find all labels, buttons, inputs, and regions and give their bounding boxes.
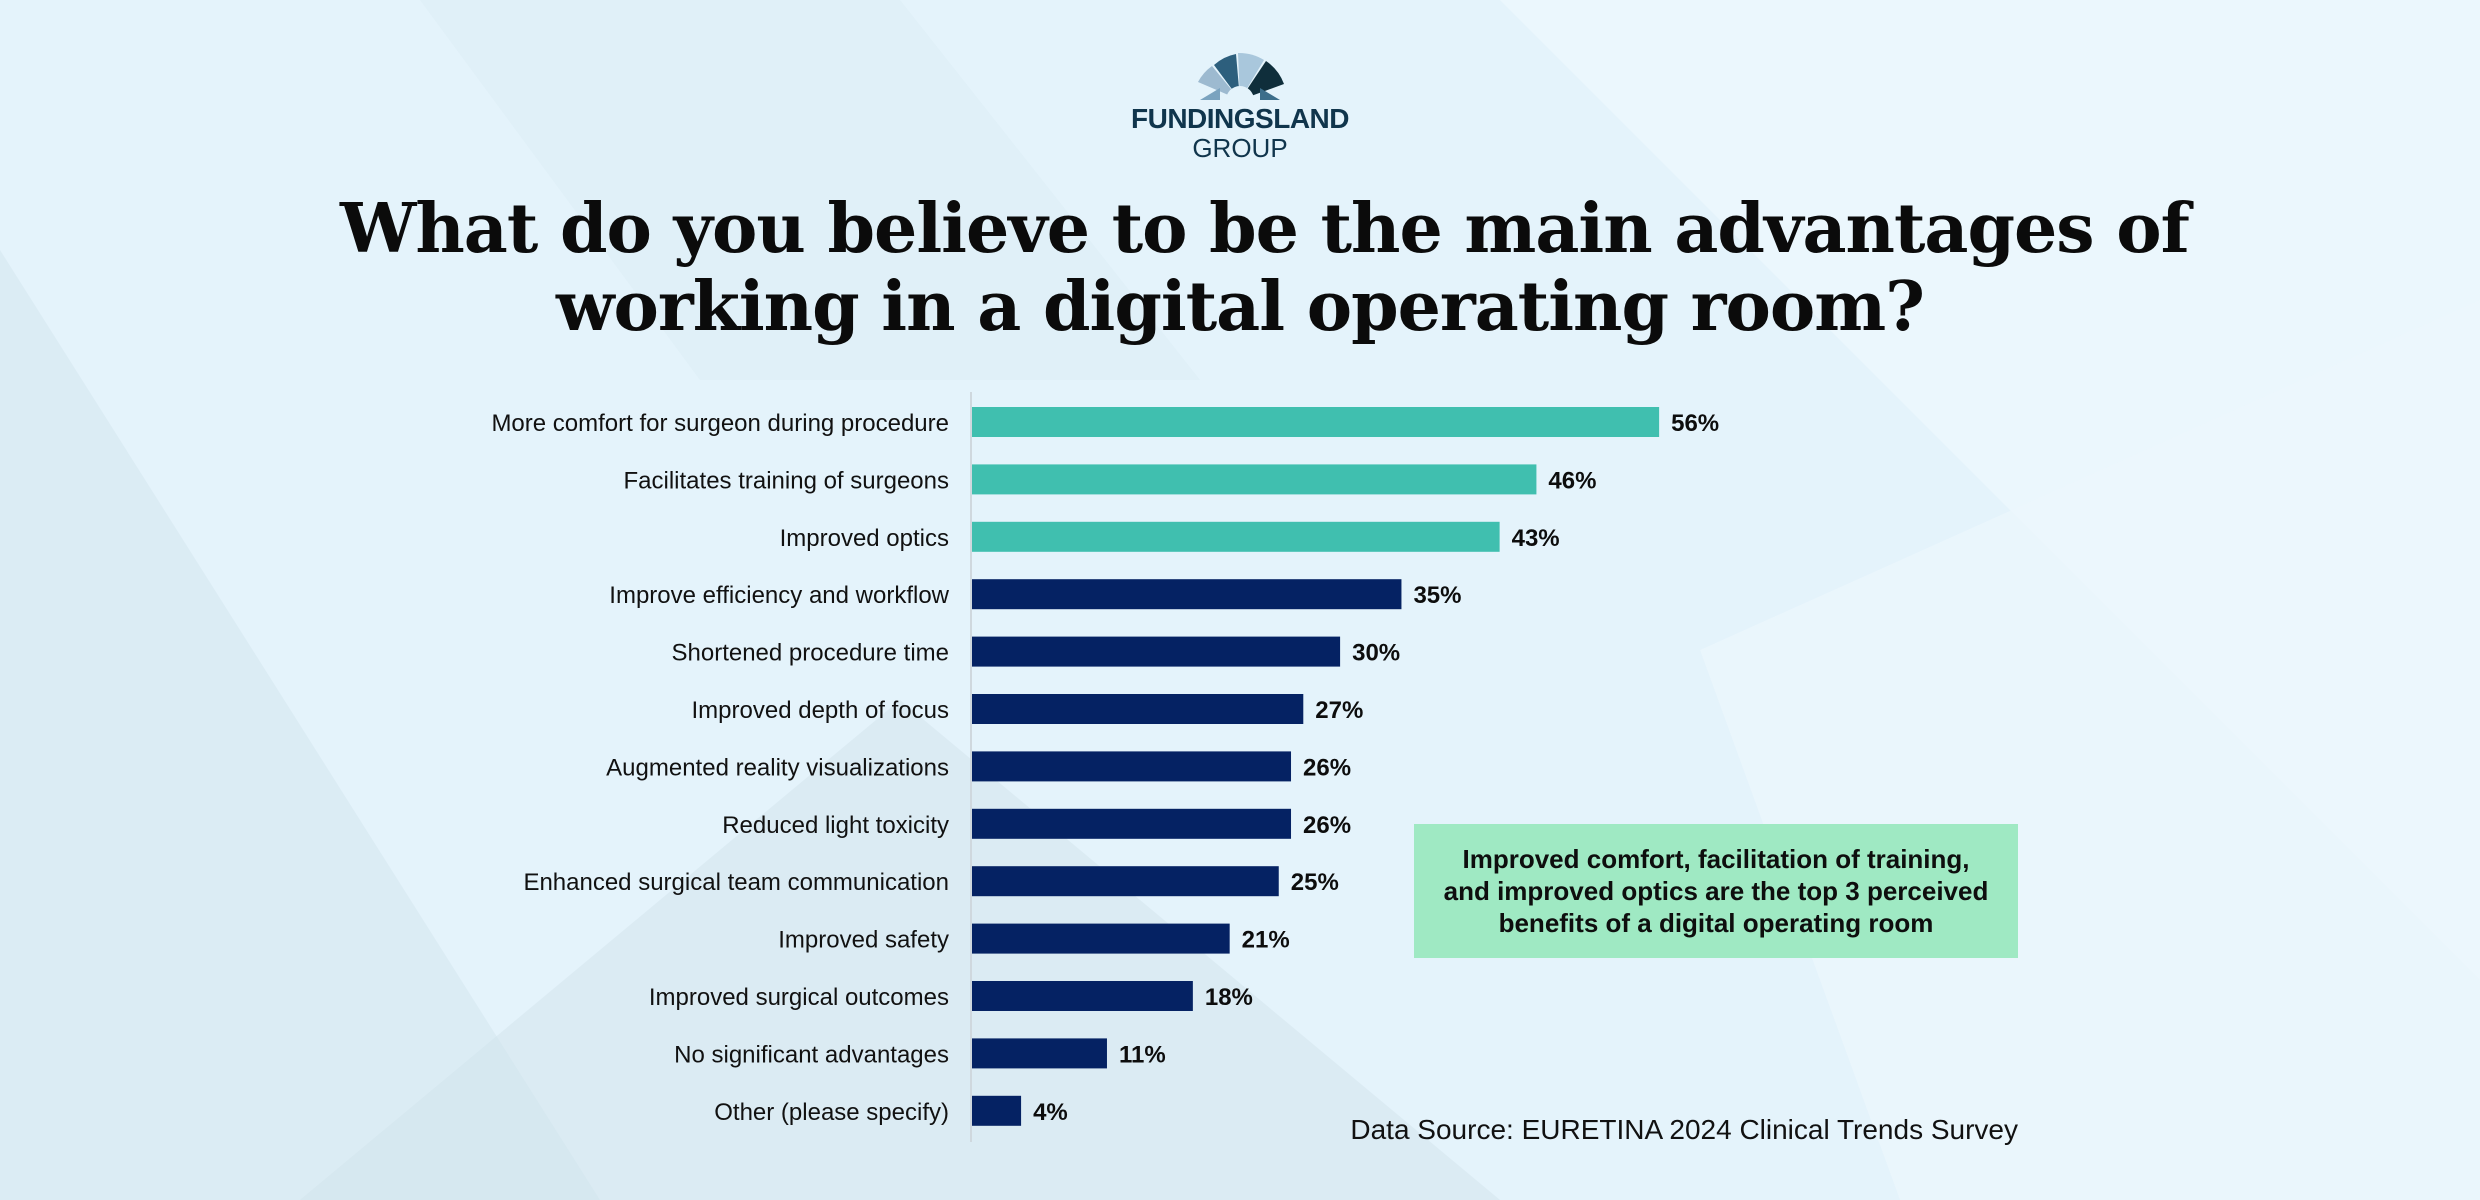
- category-label: Improve efficiency and workflow: [609, 582, 949, 609]
- bar: [972, 407, 1660, 437]
- value-label: 43%: [1512, 525, 1560, 552]
- category-label: Facilitates training of surgeons: [624, 467, 950, 494]
- category-label: Improved safety: [778, 927, 949, 954]
- category-label: Reduced light toxicity: [722, 812, 949, 839]
- value-label: 35%: [1413, 582, 1461, 609]
- value-label: 4%: [1033, 1099, 1068, 1126]
- data-source: Data Source: EURETINA 2024 Clinical Tren…: [1350, 1114, 2018, 1145]
- category-label: No significant advantages: [674, 1041, 949, 1068]
- category-label: Improved optics: [780, 525, 949, 552]
- callout-box: Improved comfort, facilitation of traini…: [1414, 824, 2018, 958]
- bar: [972, 808, 1292, 839]
- bar: [972, 1095, 1022, 1126]
- bar: [972, 579, 1402, 610]
- value-label: 25%: [1291, 869, 1339, 896]
- category-label: Enhanced surgical team communication: [523, 869, 949, 896]
- category-label: Improved surgical outcomes: [649, 984, 949, 1011]
- category-label: Augmented reality visualizations: [606, 754, 949, 781]
- value-label: 56%: [1671, 410, 1719, 437]
- fundingsland-logo: [1198, 52, 1284, 114]
- bar: [972, 981, 1193, 1011]
- value-label: 18%: [1205, 984, 1253, 1011]
- category-label: More comfort for surgeon during procedur…: [491, 410, 949, 437]
- value-label: 30%: [1352, 640, 1400, 667]
- callout-line-3: benefits of a digital operating room: [1498, 908, 1934, 938]
- value-label: 21%: [1242, 927, 1290, 954]
- chart-title: What do you believe to be the main advan…: [340, 189, 2190, 347]
- bar: [972, 923, 1230, 954]
- bar: [972, 521, 1500, 552]
- bar: [972, 751, 1292, 782]
- bar: [972, 694, 1304, 724]
- value-label: 11%: [1119, 1041, 1166, 1068]
- value-label: 27%: [1315, 697, 1363, 724]
- bar: [972, 866, 1279, 897]
- value-label: 46%: [1548, 467, 1596, 494]
- category-label: Shortened procedure time: [672, 640, 950, 667]
- category-label: Improved depth of focus: [692, 697, 949, 724]
- bar: [972, 464, 1537, 495]
- value-label: 26%: [1303, 754, 1351, 781]
- callout-line-2: and improved optics are the top 3 percei…: [1443, 876, 1989, 906]
- callout-line-1: Improved comfort, facilitation of traini…: [1462, 844, 1970, 874]
- bar: [972, 1038, 1107, 1069]
- logo-wordmark: FUNDINGSLAND: [1131, 103, 1350, 134]
- category-label: Other (please specify): [714, 1099, 949, 1126]
- logo-subtitle: GROUP: [1192, 133, 1288, 163]
- title-line-1: What do you believe to be the main advan…: [340, 189, 2190, 269]
- value-label: 26%: [1303, 812, 1351, 839]
- bar: [972, 636, 1341, 667]
- title-line-2: working in a digital operating room?: [555, 267, 1925, 347]
